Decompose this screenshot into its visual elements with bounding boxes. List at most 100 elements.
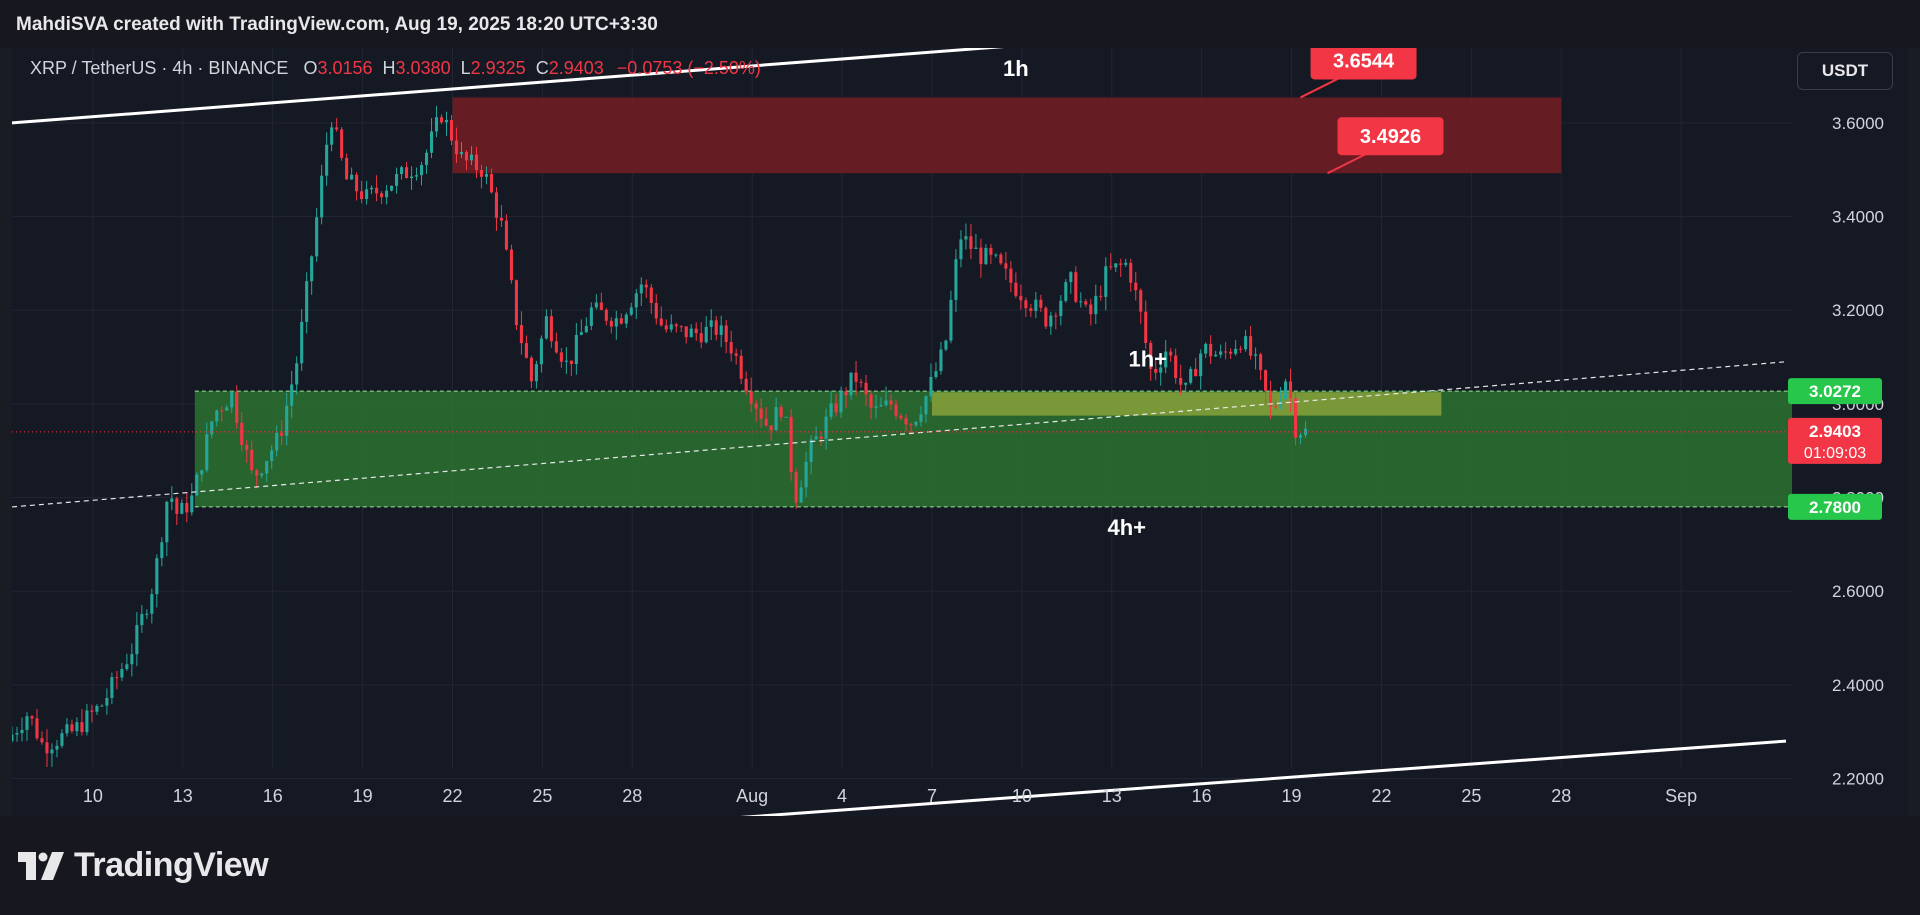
candle[interactable] (439, 117, 444, 123)
candle[interactable] (599, 302, 603, 310)
candle[interactable] (919, 414, 923, 422)
candle[interactable] (1099, 295, 1103, 297)
candle[interactable] (12, 734, 14, 742)
candle[interactable] (35, 718, 39, 739)
candle[interactable] (345, 157, 349, 180)
candle[interactable] (360, 191, 364, 200)
candle[interactable] (489, 173, 494, 193)
candle[interactable] (699, 333, 703, 343)
candle[interactable] (400, 167, 404, 175)
candle[interactable] (90, 710, 94, 712)
candle[interactable] (55, 745, 59, 750)
candle[interactable] (1114, 263, 1118, 268)
candle[interactable] (100, 705, 104, 707)
candle[interactable] (1303, 428, 1308, 436)
candle[interactable] (974, 247, 978, 249)
candle[interactable] (729, 342, 733, 354)
candle[interactable] (1269, 390, 1273, 407)
candle[interactable] (1224, 351, 1228, 353)
candle[interactable] (809, 439, 813, 462)
candle[interactable] (544, 316, 548, 339)
candle[interactable] (644, 284, 648, 288)
candle[interactable] (749, 391, 753, 404)
candle[interactable] (879, 405, 883, 407)
candle[interactable] (684, 326, 688, 338)
candle[interactable] (350, 174, 354, 180)
candle[interactable] (799, 487, 803, 503)
candle[interactable] (1039, 299, 1043, 308)
candle[interactable] (569, 360, 573, 365)
candle[interactable] (1214, 354, 1218, 357)
candle[interactable] (135, 625, 139, 655)
candle[interactable] (999, 254, 1003, 264)
candle[interactable] (1059, 300, 1063, 317)
candle[interactable] (434, 117, 439, 132)
candle[interactable] (330, 127, 334, 145)
candle[interactable] (1169, 351, 1173, 356)
candle[interactable] (275, 432, 279, 451)
candle[interactable] (814, 436, 818, 440)
candle[interactable] (429, 131, 434, 153)
candle[interactable] (529, 357, 533, 382)
candle[interactable] (285, 405, 289, 436)
candle[interactable] (1019, 295, 1023, 301)
candle[interactable] (1184, 382, 1188, 385)
candle[interactable] (65, 724, 69, 734)
candle[interactable] (574, 334, 578, 365)
candle[interactable] (924, 396, 928, 415)
candle[interactable] (534, 364, 538, 382)
candle[interactable] (714, 320, 718, 335)
candle[interactable] (509, 249, 513, 281)
candle[interactable] (210, 421, 214, 435)
candle[interactable] (579, 332, 583, 335)
candle[interactable] (325, 144, 329, 176)
candle[interactable] (889, 400, 893, 405)
candle[interactable] (939, 349, 943, 372)
candle[interactable] (849, 372, 853, 396)
candle[interactable] (1274, 406, 1278, 408)
candle[interactable] (669, 324, 673, 330)
candle[interactable] (964, 236, 968, 240)
candle[interactable] (609, 320, 613, 327)
candle[interactable] (20, 729, 24, 734)
candle[interactable] (639, 284, 643, 294)
candle[interactable] (1154, 368, 1158, 373)
candle[interactable] (874, 406, 878, 408)
candle[interactable] (1054, 315, 1058, 317)
candle[interactable] (1159, 367, 1163, 373)
candle[interactable] (180, 502, 184, 514)
candle[interactable] (175, 498, 179, 514)
candle[interactable] (230, 391, 234, 408)
candle[interactable] (170, 498, 174, 502)
candle[interactable] (739, 355, 743, 379)
candle[interactable] (1244, 336, 1248, 350)
candle[interactable] (365, 189, 369, 200)
candle[interactable] (1189, 368, 1193, 383)
candle[interactable] (205, 434, 209, 471)
candle[interactable] (1179, 378, 1183, 385)
candle[interactable] (754, 403, 758, 409)
candle[interactable] (1009, 268, 1013, 283)
candle[interactable] (824, 416, 828, 439)
candle[interactable] (454, 140, 459, 155)
candle[interactable] (95, 706, 99, 712)
candle[interactable] (310, 256, 314, 282)
candle[interactable] (804, 461, 808, 488)
candle[interactable] (370, 187, 374, 190)
candle[interactable] (444, 119, 449, 123)
candle[interactable] (1029, 308, 1033, 311)
candle[interactable] (914, 421, 918, 426)
candle[interactable] (719, 325, 723, 335)
candle[interactable] (1209, 343, 1213, 357)
candle[interactable] (1204, 343, 1208, 354)
candle[interactable] (554, 341, 558, 353)
candle[interactable] (1034, 299, 1038, 311)
candle[interactable] (410, 176, 414, 179)
candle[interactable] (784, 416, 788, 418)
candle[interactable] (265, 461, 269, 474)
candle[interactable] (844, 391, 848, 396)
candle[interactable] (160, 542, 164, 559)
candle[interactable] (774, 407, 778, 431)
candle[interactable] (709, 320, 713, 327)
candle[interactable] (355, 174, 359, 192)
